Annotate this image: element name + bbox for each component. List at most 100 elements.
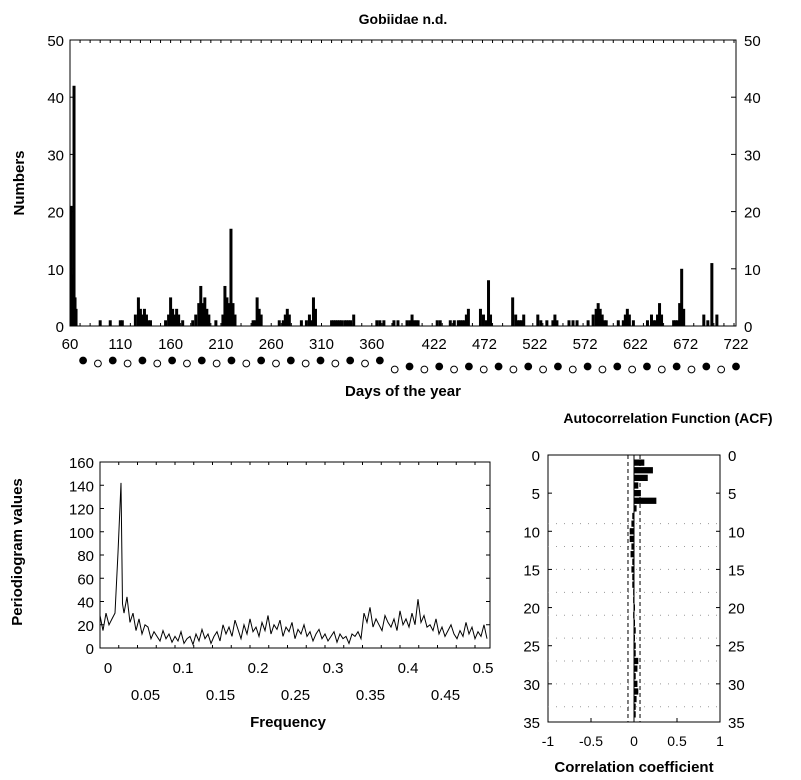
bar — [146, 320, 150, 326]
x-tick-label: 472 — [472, 336, 497, 353]
bar — [674, 320, 678, 326]
full-moon-symbol — [583, 362, 592, 371]
y-tick-label: 40 — [47, 90, 64, 107]
bar — [658, 303, 662, 326]
x-tick-label: 310 — [309, 336, 334, 353]
plot-frame — [99, 461, 491, 649]
acf-bar — [634, 642, 636, 649]
bar — [485, 320, 489, 326]
y-tick-label-right: 50 — [744, 33, 761, 50]
bar — [392, 320, 396, 326]
bar — [551, 320, 555, 326]
y-tick-label: 30 — [523, 677, 540, 694]
bar — [678, 303, 682, 326]
new-moon-symbol — [361, 359, 369, 368]
bar — [710, 263, 714, 326]
y-tick-label: 15 — [523, 562, 540, 579]
bar — [191, 320, 195, 326]
x-tick-label: 360 — [359, 336, 384, 353]
x-tick-label: 0 — [104, 660, 112, 677]
bar — [396, 320, 400, 326]
acf-bar — [634, 680, 638, 687]
bar — [69, 205, 73, 326]
bar — [598, 308, 602, 326]
full-moon-symbol — [346, 356, 355, 365]
bar — [203, 297, 207, 326]
x-axis-label: Days of the year — [345, 383, 461, 400]
y-tick-label: 10 — [523, 524, 540, 541]
y-tick-label: 0 — [532, 448, 540, 465]
bar — [456, 320, 460, 326]
bar — [311, 297, 315, 326]
acf-bar — [634, 703, 636, 710]
y-tick-label-right: 0 — [744, 319, 752, 336]
x-axis-label: Correlation coefficient — [554, 759, 713, 776]
bar — [652, 320, 656, 326]
y-tick-label: 25 — [523, 639, 540, 656]
new-moon-symbol — [242, 359, 251, 368]
y-tick-label: 20 — [47, 205, 64, 222]
full-moon-symbol — [79, 356, 87, 365]
bar — [287, 314, 291, 326]
bar — [225, 297, 229, 326]
acf-bar — [629, 528, 634, 535]
acf-bar — [634, 490, 641, 497]
bar — [702, 314, 706, 326]
bar — [181, 320, 185, 326]
new-moon-symbol — [390, 365, 399, 374]
x-tick-label: 522 — [522, 336, 547, 353]
bar — [136, 297, 140, 326]
bar — [334, 320, 338, 326]
bar — [536, 314, 540, 326]
full-moon-symbol — [732, 362, 740, 371]
bar — [416, 320, 420, 326]
bar — [223, 285, 227, 326]
bar — [309, 320, 313, 326]
acf-bar — [631, 566, 634, 573]
acf-bar — [632, 512, 634, 520]
bar — [539, 320, 543, 326]
bar — [340, 320, 344, 326]
bar — [382, 320, 386, 326]
bar — [571, 320, 575, 326]
bar — [408, 320, 412, 326]
acf-bar — [634, 459, 645, 466]
y-tick-label: 30 — [47, 147, 64, 164]
bar — [466, 308, 470, 326]
bar — [330, 320, 334, 326]
acf-bar — [634, 467, 653, 474]
bar — [511, 297, 515, 326]
acf-bar — [631, 543, 634, 550]
acf-bar — [634, 482, 639, 489]
x-tick-label: 60 — [62, 336, 79, 353]
acf-bar — [634, 695, 637, 703]
acf-bar — [632, 581, 634, 588]
periodogram-chart: 0 20 40 60 80 100 120 140 160 0 0.1 0.2 0.3 0.4 0.5 0.0… — [9, 455, 493, 731]
y-tick-label: 100 — [69, 525, 94, 542]
y-tick-label: 120 — [69, 502, 94, 519]
periodogram-line — [99, 482, 488, 647]
bar — [140, 314, 144, 326]
x-tick-label: 422 — [422, 336, 447, 353]
x-tick-label: 160 — [158, 336, 183, 353]
acf-bar — [634, 505, 637, 512]
bar — [201, 303, 205, 326]
bar — [214, 320, 218, 326]
acf-bar — [634, 497, 657, 504]
y-tick-label-right: 10 — [728, 524, 745, 541]
y-tick-label-right: 25 — [728, 639, 745, 656]
new-moon-symbol — [717, 365, 726, 374]
x-tick-label: -0.5 — [579, 733, 603, 749]
bar — [600, 314, 604, 326]
x-tick-label: 1 — [716, 733, 724, 749]
acf-bar — [631, 520, 634, 527]
y-tick-label: 10 — [47, 262, 64, 279]
bar — [596, 303, 600, 326]
acf-bar — [634, 619, 635, 626]
full-moon-symbol — [613, 362, 622, 371]
new-moon-symbol — [420, 365, 429, 374]
y-tick-label: 5 — [532, 486, 540, 503]
bar — [520, 320, 524, 326]
bar — [680, 268, 684, 326]
x-tick-label-offset: 0.05 — [131, 687, 160, 704]
